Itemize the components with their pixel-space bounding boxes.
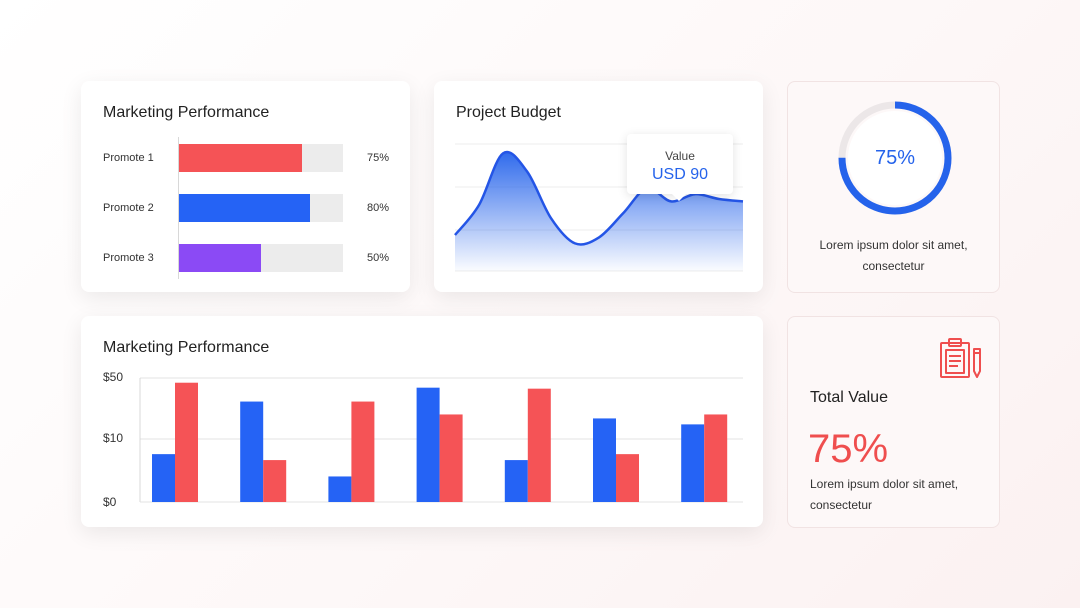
- progress-value: 80%: [367, 202, 390, 214]
- progress-bar: [179, 144, 302, 172]
- tooltip-value: USD 90: [651, 166, 709, 183]
- bar: [681, 424, 705, 502]
- donut-chart: [838, 101, 952, 215]
- marketing-performance-title: Marketing Performance: [103, 104, 270, 121]
- marketing-performance-chart-card: Marketing Performance $50 $10 $0: [81, 316, 763, 527]
- budget-area: [455, 152, 743, 271]
- bar: [351, 401, 375, 502]
- total-value-description-line-2: consectetur: [810, 498, 873, 512]
- bar: [328, 476, 352, 502]
- bar: [416, 387, 440, 502]
- y-tick-label: $50: [103, 370, 123, 384]
- donut-value: 75%: [874, 147, 916, 169]
- y-tick-label: $10: [103, 431, 123, 445]
- total-value-number: 75%: [808, 427, 889, 471]
- progress-bar: [179, 194, 311, 222]
- progress-bar: [179, 244, 261, 272]
- project-budget-chart: [454, 143, 744, 272]
- progress-row: Promote 3 50%: [81, 244, 410, 272]
- donut-center: [848, 111, 942, 205]
- progress-value: 50%: [367, 252, 390, 264]
- marketing-performance-card: Marketing Performance Promote 1 75% Promot…: [81, 81, 410, 292]
- progress-label: Promote 3: [103, 252, 154, 264]
- total-value-description-line-1: Lorem ipsum dolor sit amet,: [810, 477, 959, 491]
- bar: [704, 414, 728, 502]
- donut-description-line-2: consectetur: [862, 259, 925, 273]
- value-tooltip: Value USD 90: [627, 134, 733, 201]
- bar: [439, 414, 463, 502]
- donut-progress-arc: [838, 101, 952, 215]
- clipboard-pencil-icon: [940, 338, 981, 378]
- progress-row: Promote 2 80%: [81, 194, 410, 222]
- project-budget-title: Project Budget: [456, 104, 561, 121]
- budget-line: [454, 150, 744, 246]
- y-tick-label: $0: [103, 495, 117, 509]
- donut-description-line-1: Lorem ipsum dolor sit amet,: [819, 238, 968, 252]
- progress-track: [179, 144, 343, 172]
- donut-card: 75% Lorem ipsum dolor sit amet, consecte…: [787, 81, 1000, 293]
- total-value-title: Total Value: [810, 389, 888, 406]
- progress-label: Promote 1: [103, 152, 154, 164]
- bar: [152, 454, 175, 502]
- progress-track: [179, 194, 343, 222]
- total-value-card: Total Value 75% Lorem ipsum dolor sit am…: [787, 316, 1000, 528]
- grouped-bar-chart: $50 $10 $0: [103, 370, 743, 509]
- bar: [593, 418, 616, 502]
- project-budget-card: Project Budget Value USD 90: [434, 81, 763, 292]
- bar: [240, 401, 264, 502]
- bar-axis-line: [178, 137, 179, 279]
- bar: [527, 388, 551, 502]
- progress-track: [179, 244, 343, 272]
- bar: [504, 460, 528, 502]
- progress-row: Promote 1 75%: [81, 144, 410, 172]
- bar: [175, 382, 198, 502]
- progress-label: Promote 2: [103, 202, 154, 214]
- bar: [263, 460, 287, 502]
- marketing-performance-chart-title: Marketing Performance: [103, 339, 270, 356]
- bar: [616, 454, 639, 502]
- tooltip-label: Value: [665, 149, 695, 163]
- progress-value: 75%: [367, 152, 390, 164]
